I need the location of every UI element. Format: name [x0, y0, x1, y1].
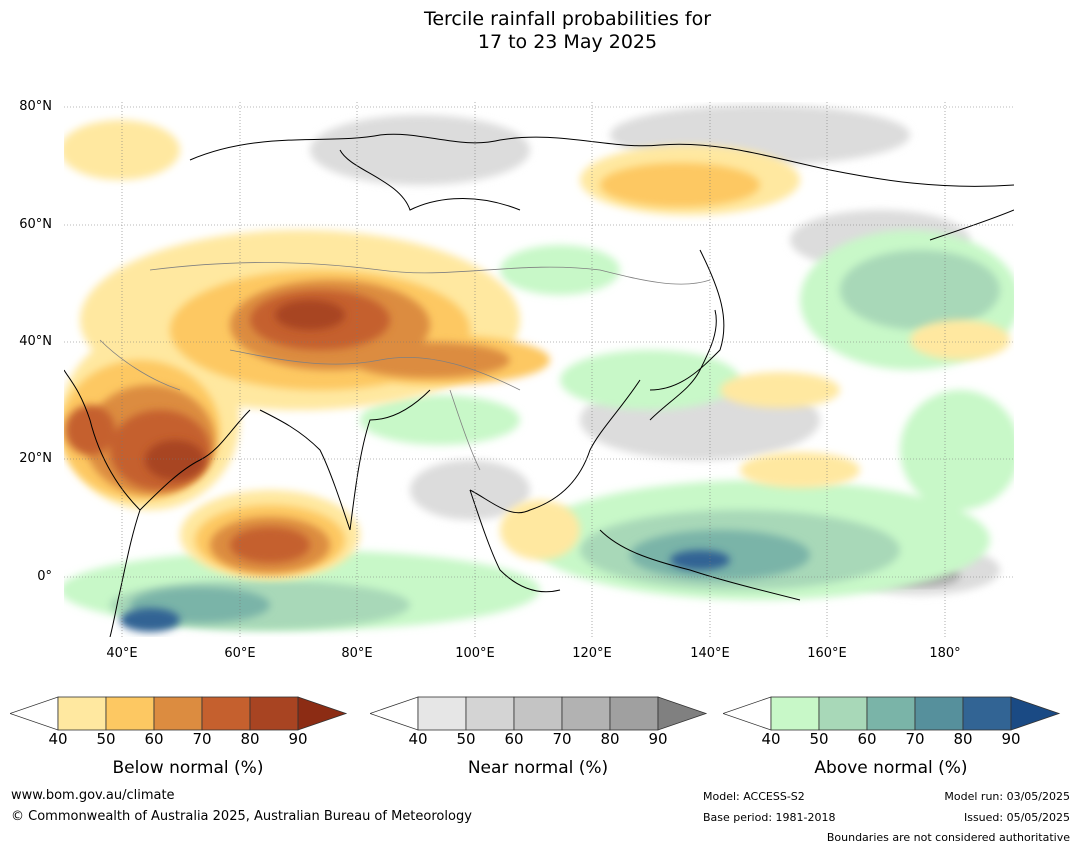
below-normal-80	[145, 300, 345, 480]
lon-label-100e: 100°E	[455, 646, 495, 661]
above-swatch-1	[770, 696, 820, 731]
lon-label-180: 180°	[929, 646, 961, 661]
footer-boundaries-note: Boundaries are not considered authoritat…	[826, 831, 1070, 844]
lon-label-80e: 80°E	[341, 646, 373, 661]
above-swatch-5	[962, 696, 1012, 731]
near-swatch-3	[513, 696, 563, 731]
footer-model: Model: ACCESS-S2	[703, 790, 805, 803]
lon-label-160e: 160°E	[807, 646, 847, 661]
colorbar-below-swatches	[8, 696, 348, 731]
colorbar-near-tick-90: 90	[648, 730, 668, 748]
below-swatch-5	[249, 696, 299, 731]
colorbar-above-normal: 40 50 60 70 80 90 Above normal (%)	[721, 696, 1063, 786]
colorbar-above-tick-90: 90	[1001, 730, 1021, 748]
below-swatch-lower-extend	[8, 696, 59, 731]
lat-label-40n: 40°N	[19, 334, 52, 349]
lat-label-80n: 80°N	[19, 99, 52, 114]
colorbar-below-tick-70: 70	[192, 730, 212, 748]
footer-base-period: Base period: 1981-2018	[703, 811, 836, 824]
lon-label-60e: 60°E	[224, 646, 256, 661]
near-swatch-4	[561, 696, 611, 731]
colorbar-above-swatches	[721, 696, 1061, 731]
above-swatch-2	[818, 696, 868, 731]
title-line-1: Tercile rainfall probabilities for	[423, 8, 712, 30]
footer-model-run: Model run: 03/05/2025	[944, 790, 1070, 803]
colorbar-below-tick-90: 90	[288, 730, 308, 748]
colorbar-near-swatches	[368, 696, 708, 731]
colorbar-above-title: Above normal (%)	[814, 758, 968, 778]
footer-copyright: © Commonwealth of Australia 2025, Austra…	[11, 809, 472, 824]
colorbar-below-normal: 40 50 60 70 80 90 Below normal (%)	[8, 696, 350, 786]
near-swatch-1	[417, 696, 467, 731]
colorbar-above-tick-60: 60	[857, 730, 877, 748]
above-swatch-4	[914, 696, 964, 731]
colorbar-near-tick-70: 70	[552, 730, 572, 748]
colorbar-below-tick-60: 60	[144, 730, 164, 748]
map-svg	[64, 102, 1014, 637]
lat-label-0: 0°	[37, 569, 52, 584]
colorbar-above-tick-50: 50	[809, 730, 829, 748]
lat-label-20n: 20°N	[19, 451, 52, 466]
footer-issued: Issued: 05/05/2025	[963, 811, 1070, 824]
below-swatch-1	[57, 696, 107, 731]
graticule	[64, 102, 1014, 637]
colorbar-near-normal: 40 50 60 70 80 90 Near normal (%)	[368, 696, 710, 786]
colorbar-near-tick-40: 40	[408, 730, 428, 748]
above-swatch-lower-extend	[721, 696, 772, 731]
lat-label-60n: 60°N	[19, 217, 52, 232]
coastlines	[64, 133, 1014, 637]
map-area: 80°N 60°N 40°N 20°N 0° 40°E 60°E 80°E 10…	[0, 90, 1081, 661]
probability-field	[64, 102, 1014, 637]
map-title: Tercile rainfall probabilities for 17 to…	[0, 8, 1081, 54]
colorbar-near-tick-80: 80	[600, 730, 620, 748]
colorbar-above-tick-80: 80	[953, 730, 973, 748]
colorbar-below-tick-40: 40	[48, 730, 68, 748]
lon-label-120e: 120°E	[572, 646, 612, 661]
colorbar-below-tick-50: 50	[96, 730, 116, 748]
above-swatch-3	[866, 696, 916, 731]
colorbar-near-tick-60: 60	[504, 730, 524, 748]
below-swatch-3	[153, 696, 203, 731]
colorbar-near-title: Near normal (%)	[467, 758, 609, 778]
above-normal-80	[120, 550, 730, 632]
lon-label-40e: 40°E	[106, 646, 138, 661]
near-swatch-2	[465, 696, 515, 731]
near-swatch-lower-extend	[368, 696, 419, 731]
above-swatch-upper-extend	[1010, 696, 1061, 731]
near-swatch-upper-extend	[657, 696, 708, 731]
colorbar-near-tick-50: 50	[456, 730, 476, 748]
colorbar-above-tick-40: 40	[761, 730, 781, 748]
country-boundaries	[99, 262, 711, 471]
footer-url: www.bom.gov.au/climate	[11, 788, 175, 803]
colorbar-below-title: Below normal (%)	[112, 758, 264, 778]
near-swatch-5	[609, 696, 659, 731]
below-swatch-upper-extend	[297, 696, 348, 731]
title-line-2: 17 to 23 May 2025	[477, 31, 658, 53]
colorbar-below-tick-80: 80	[240, 730, 260, 748]
lon-label-140e: 140°E	[690, 646, 730, 661]
colorbar-above-tick-70: 70	[905, 730, 925, 748]
below-swatch-4	[201, 696, 251, 731]
below-swatch-2	[105, 696, 155, 731]
